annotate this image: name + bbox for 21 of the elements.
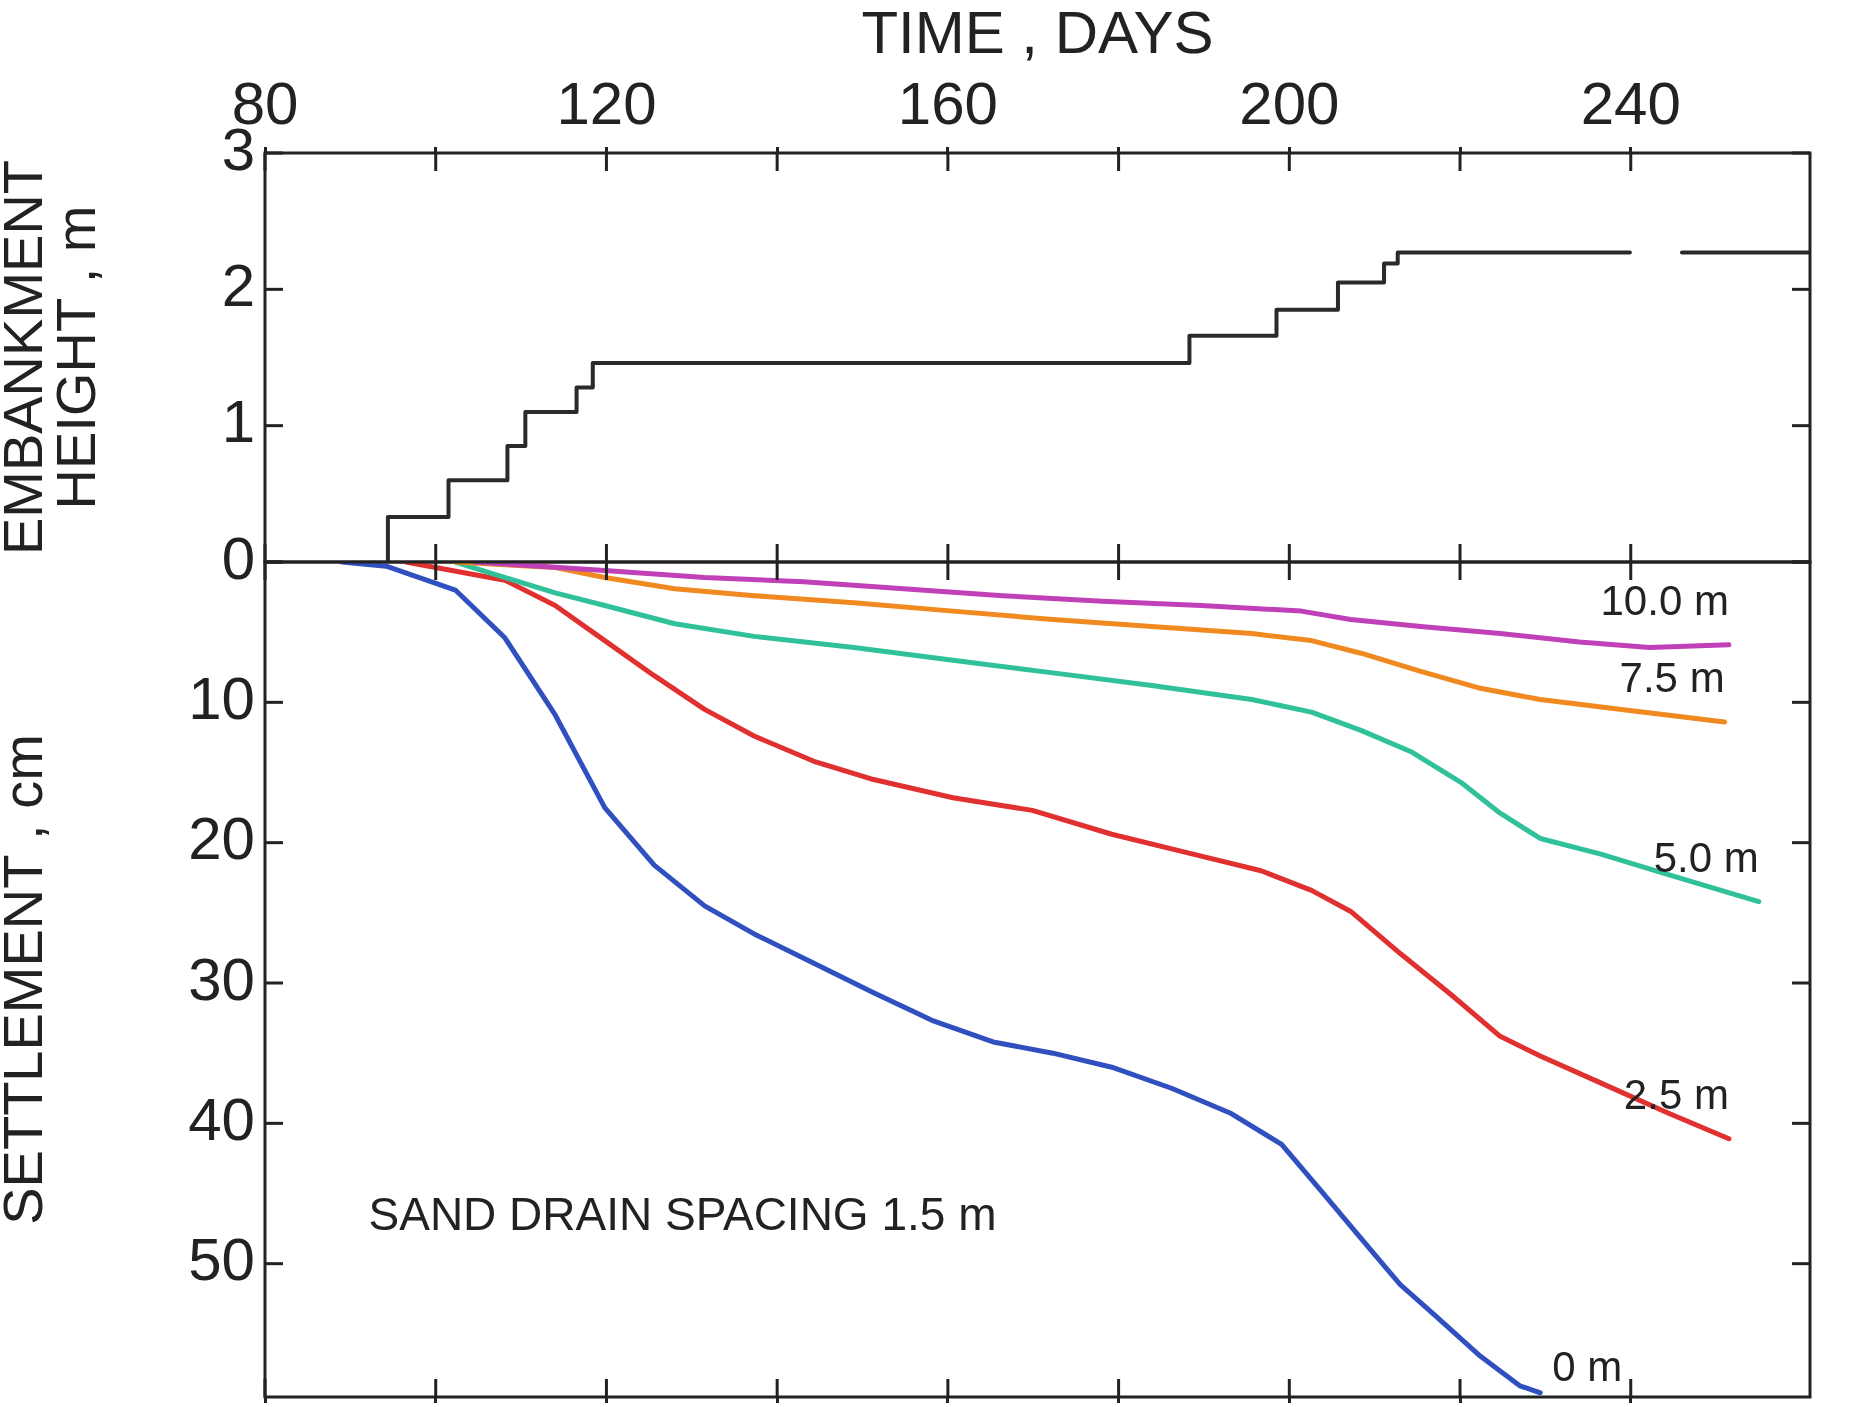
x-tick-label: 120 <box>556 69 657 137</box>
y-tick-label: 30 <box>188 945 255 1013</box>
y-tick-label: 0 <box>221 524 255 592</box>
y-tick-label: 1 <box>221 388 255 456</box>
series-label: 0 m <box>1552 1342 1623 1390</box>
y-axis-title: SETTLEMENT , cm <box>0 734 55 1225</box>
y-tick-label: 40 <box>188 1085 255 1153</box>
series-label: 2.5 m <box>1623 1070 1729 1118</box>
x-axis-title: TIME , DAYS <box>861 0 1214 66</box>
x-tick-label: 200 <box>1239 69 1340 137</box>
y-axis-title: EMBANKMENT HEIGHT , m <box>0 159 108 556</box>
x-tick-label: 240 <box>1580 69 1681 137</box>
series-label: 10.0 m <box>1600 576 1729 624</box>
y-tick-label: 2 <box>221 251 255 319</box>
x-tick-label: 160 <box>897 69 998 137</box>
y-tick-label: 10 <box>188 664 255 732</box>
series-label: 7.5 m <box>1619 653 1725 701</box>
y-tick-label: 50 <box>188 1226 255 1294</box>
annotation: SAND DRAIN SPACING 1.5 m <box>368 1188 997 1240</box>
y-tick-label: 20 <box>188 805 255 873</box>
series-label: 5.0 m <box>1653 833 1759 881</box>
